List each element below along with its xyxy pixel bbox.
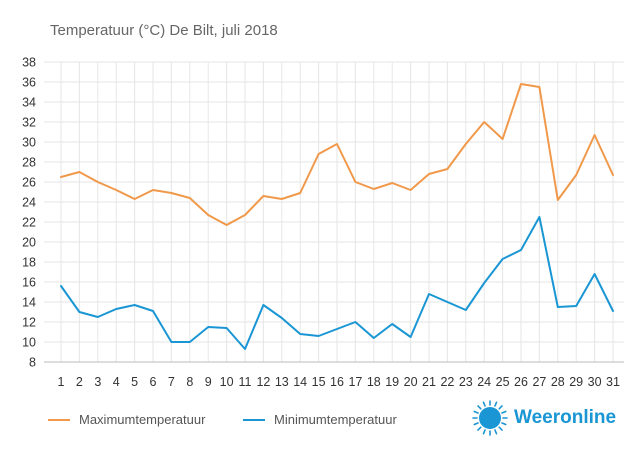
x-tick-label: 23 [459,375,473,389]
x-tick-label: 21 [422,375,436,389]
y-tick-label: 36 [22,76,36,90]
x-tick-label: 6 [150,375,157,389]
x-tick-label: 14 [293,375,307,389]
x-tick-label: 27 [532,375,546,389]
sun-ray [494,429,498,435]
y-tick-label: 38 [22,56,36,70]
x-tick-label: 3 [94,375,101,389]
legend-item-min: Minimumtemperatuur [243,412,397,427]
sun-ray [477,426,482,431]
y-tick-label: 34 [22,96,36,110]
sun-ray [501,410,507,414]
x-tick-label: 22 [440,375,454,389]
legend-swatch-min [243,418,265,421]
x-tick-label: 7 [168,375,175,389]
grid [44,61,624,363]
x-tick-label: 29 [569,375,583,389]
x-tick-label: 5 [131,375,138,389]
y-tick-label: 14 [22,296,36,310]
series-lines [60,83,614,350]
sun-ray [482,429,486,435]
x-tick-label: 17 [348,375,362,389]
y-tick-label: 30 [22,136,36,150]
x-tick-label: 11 [239,375,252,389]
y-axis-ticks: 8 10 12 14 16 18 20 22 24 26 28 30 32 34 36 38 [22,56,36,370]
x-tick-label: 12 [256,375,270,389]
y-tick-label: 10 [22,336,36,350]
x-tick-label: 2 [76,375,83,389]
brand-name: Weeronline [514,407,617,428]
x-tick-label: 19 [385,375,399,389]
x-tick-label: 4 [113,375,120,389]
x-axis-ticks: 1 2 3 4 5 6 7 8 9 10 11 12 13 14 15 16 17 18 19 20 21 22 23 24 2… [58,375,620,389]
x-tick-label: 15 [312,375,326,389]
x-tick-label: 31 [606,375,620,389]
x-tick-label: 26 [514,375,528,389]
y-tick-label: 18 [22,256,36,270]
sun-ray [473,422,479,426]
sun-ray [473,410,479,414]
legend-label-max: Maximumtemperatuur [79,412,206,427]
x-tick-label: 10 [220,375,234,389]
x-tick-label: 9 [205,375,212,389]
legend-label-min: Minimumtemperatuur [274,412,397,427]
sun-icon [472,400,508,436]
y-tick-label: 28 [22,156,36,170]
sun-ray [501,422,507,426]
x-tick-label: 8 [186,375,193,389]
x-tick-label: 20 [404,375,418,389]
y-tick-label: 22 [22,216,36,230]
sun-ray [498,426,503,431]
x-tick-label: 24 [477,375,491,389]
brand-logo: Weeronline [472,400,616,436]
legend-item-max: Maximumtemperatuur [48,412,205,427]
series-line-max [60,83,614,226]
chart-title: Temperatuur (°C) De Bilt, juli 2018 [50,22,278,39]
legend-swatch-max [48,418,70,421]
x-tick-label: 13 [275,375,289,389]
sun-ray [494,401,498,407]
y-tick-label: 32 [22,116,36,130]
sun-ray [498,405,503,410]
x-tick-label: 18 [367,375,381,389]
x-tick-label: 16 [330,375,344,389]
x-tick-label: 28 [551,375,565,389]
sun-ray [482,401,486,407]
y-tick-label: 20 [22,236,36,250]
x-tick-label: 1 [58,375,65,389]
x-tick-label: 25 [496,375,510,389]
y-tick-label: 16 [22,276,36,290]
y-tick-label: 8 [29,356,36,370]
y-tick-label: 26 [22,176,36,190]
sun-ray [477,405,482,410]
series-line-min [60,216,614,350]
y-tick-label: 12 [22,316,36,330]
y-tick-label: 24 [22,196,36,210]
x-tick-label: 30 [588,375,602,389]
